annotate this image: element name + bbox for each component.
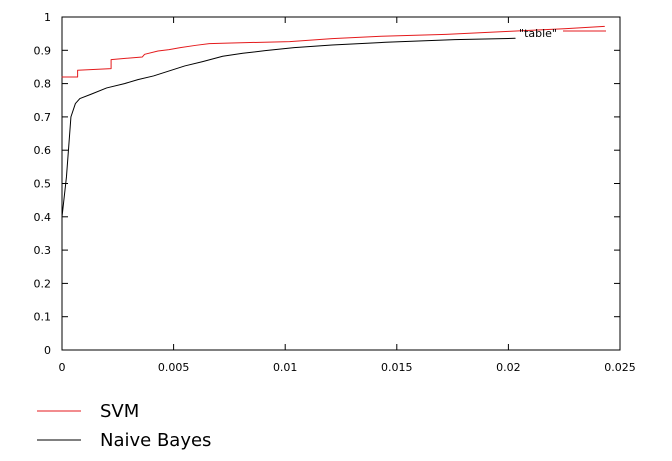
x-tick-label: 0.015: [381, 361, 413, 374]
inner-key: "table": [519, 27, 606, 40]
plot-frame: [61, 16, 621, 351]
y-tick-label: 0: [44, 344, 51, 357]
axes: 0 0.005 0.01 0.015 0.02 0.025 0 0.1 0.2 0.3 0.4 0.5…: [34, 11, 636, 374]
inner-key-label: "table": [519, 27, 557, 40]
x-tick-label: 0.01: [273, 361, 298, 374]
y-tick-label: 0.4: [34, 211, 52, 224]
x-tick-label: 0.02: [496, 361, 521, 374]
legend: SVM Naive Bayes: [37, 401, 211, 451]
y-tick-label: 0.1: [34, 311, 52, 324]
x-tick-label: 0.025: [604, 361, 636, 374]
series-line-svm: [61, 25, 605, 78]
y-tick-label: 1: [44, 11, 51, 24]
y-tick-label: 0.8: [34, 78, 52, 91]
y-tick-label: 0.3: [34, 244, 52, 257]
y-tick-label: 0.9: [34, 44, 52, 57]
y-tick-label: 0.2: [34, 277, 52, 290]
legend-text-svm: SVM: [100, 401, 139, 422]
y-tick-label: 0.5: [34, 178, 52, 191]
series-line-naive-bayes: [61, 37, 516, 218]
y-tick-label: 0.6: [34, 144, 52, 157]
series-layer: [61, 25, 605, 218]
y-tick-label: 0.7: [34, 111, 52, 124]
x-tick-label: 0.005: [158, 361, 190, 374]
x-tick-label: 0: [59, 361, 66, 374]
legend-text-naive-bayes: Naive Bayes: [100, 430, 211, 451]
